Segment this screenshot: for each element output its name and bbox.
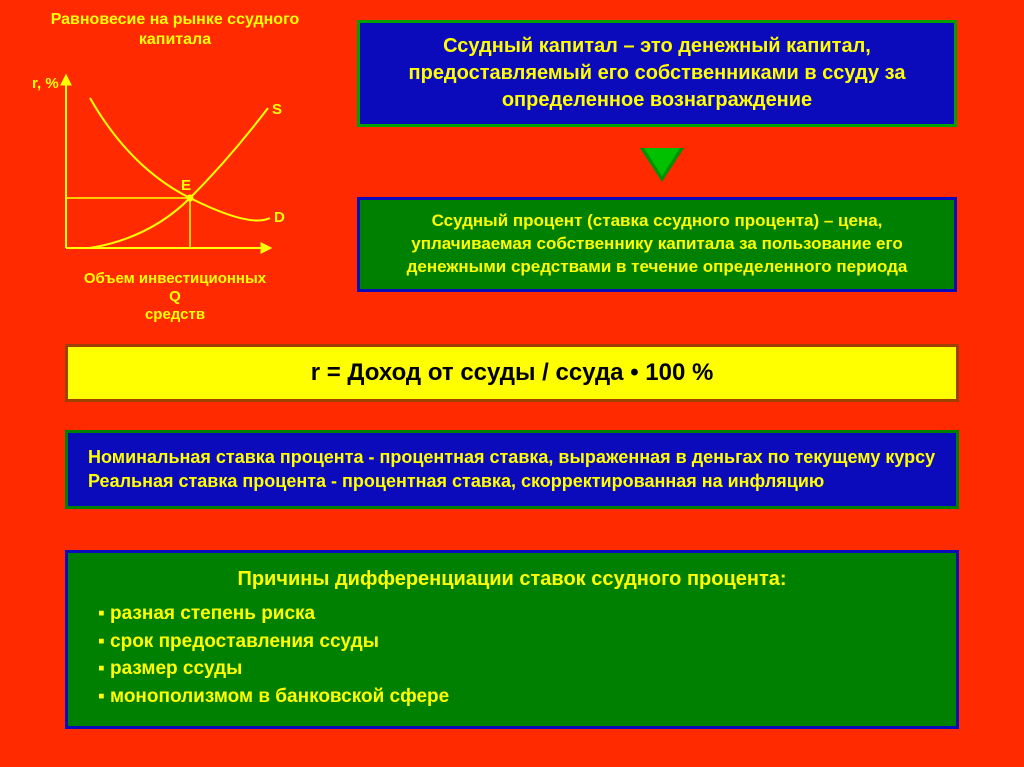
nominal-rate-text: Номинальная ставка процента - процентная…: [88, 445, 936, 469]
svg-text:r, %: r, %: [32, 75, 59, 92]
loan-capital-text: Ссудный капитал – это денежный капитал, …: [409, 35, 906, 111]
loan-interest-text: Ссудный процент (ставка ссудного процент…: [407, 211, 908, 276]
cause-item: разная степень риска: [98, 600, 932, 628]
formula-box: r = Доход от ссуды / ссуда • 100 %: [65, 344, 959, 402]
causes-list: разная степень рискасрок предоставления …: [92, 600, 932, 710]
definition-loan-capital: Ссудный капитал – это денежный капитал, …: [357, 20, 957, 127]
equilibrium-chart: Равновесие на рынке ссудного капитала r,…: [30, 10, 320, 324]
definition-loan-interest: Ссудный процент (ставка ссудного процент…: [357, 197, 957, 292]
x-axis-label-q: Q: [169, 288, 181, 305]
rates-definition-box: Номинальная ставка процента - процентная…: [65, 430, 959, 509]
supply-demand-svg: r, % S D E: [30, 58, 290, 268]
x-axis-label-2: средств: [145, 306, 205, 323]
cause-item: срок предоставления ссуды: [98, 628, 932, 656]
real-rate-text: Реальная ставка процента - процентная ст…: [88, 469, 936, 493]
svg-text:D: D: [274, 209, 285, 226]
cause-item: размер ссуды: [98, 655, 932, 683]
chart-x-label: Объем инвестиционных Q средств: [30, 270, 320, 324]
differentiation-causes-box: Причины дифференциации ставок ссудного п…: [65, 550, 959, 729]
svg-text:E: E: [181, 177, 191, 194]
x-axis-label-1: Объем инвестиционных: [84, 270, 266, 287]
svg-text:S: S: [272, 101, 282, 118]
arrow-down-icon: [640, 148, 684, 182]
causes-title: Причины дифференциации ставок ссудного п…: [92, 565, 932, 594]
formula-text: r = Доход от ссуды / ссуда • 100 %: [311, 359, 714, 386]
chart-title: Равновесие на рынке ссудного капитала: [30, 10, 320, 50]
cause-item: монополизмом в банковской сфере: [98, 683, 932, 711]
